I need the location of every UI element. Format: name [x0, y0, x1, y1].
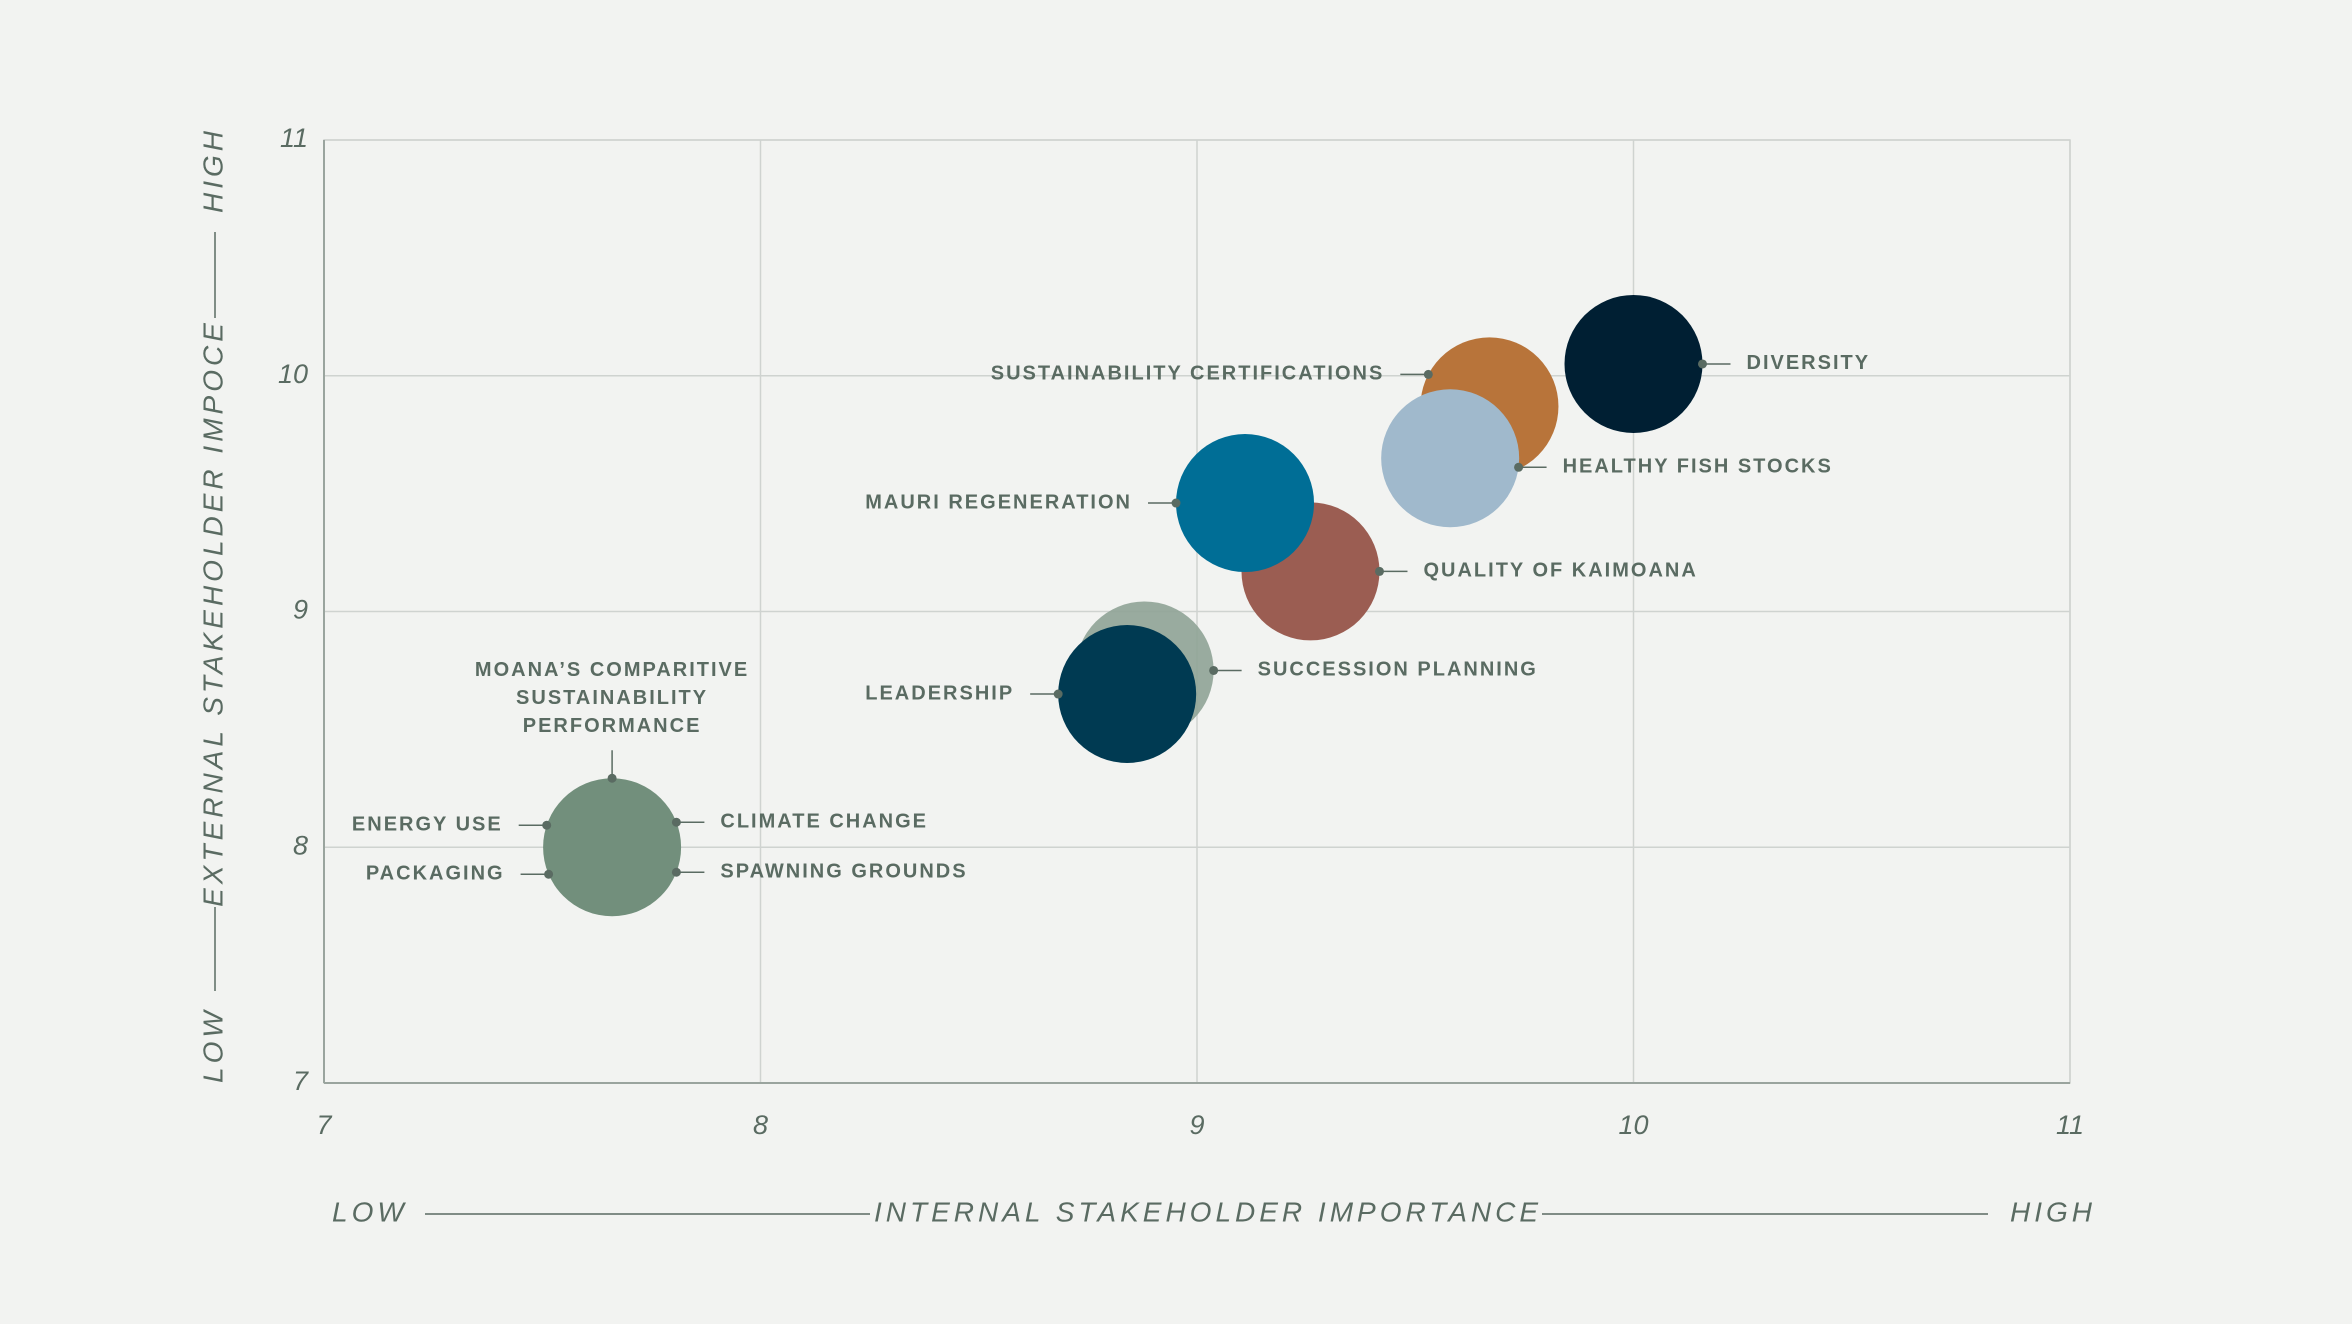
point-label: MOANA’S COMPARITIVE SUSTAINABILITY PERFO… — [474, 659, 750, 738]
label-dot — [607, 773, 617, 783]
bubble — [1381, 389, 1520, 528]
label-dot — [1053, 689, 1063, 699]
y-axis-low: LOW — [197, 1007, 228, 1083]
label-dot — [671, 817, 681, 827]
y-tick-label: 10 — [278, 359, 308, 389]
label-dot — [542, 820, 552, 830]
label-dot — [1209, 665, 1219, 675]
y-tick-label: 8 — [293, 830, 308, 860]
y-axis-high: HIGH — [197, 127, 228, 213]
x-axis-high: HIGH — [2010, 1196, 2096, 1227]
point-label: HEALTHY FISH STOCKS — [1563, 456, 1833, 478]
label-dot — [671, 867, 681, 877]
bubble — [1176, 434, 1315, 573]
point-label: CLIMATE CHANGE — [720, 811, 928, 833]
label-dot — [1374, 566, 1384, 576]
x-tick-label: 8 — [753, 1110, 768, 1140]
label-dot — [1514, 462, 1524, 472]
point-label: QUALITY OF KAIMOANA — [1423, 560, 1697, 582]
point-label: LEADERSHIP — [865, 682, 1014, 704]
x-tick-label: 10 — [1618, 1110, 1648, 1140]
point-label: MOANA’S COMPARITIVE SUSTAINABILITY PERFO… — [462, 654, 762, 740]
bubble — [1058, 625, 1197, 764]
x-axis-low: LOW — [332, 1196, 408, 1227]
x-tick-label: 11 — [2056, 1110, 2084, 1140]
label-box: MOANA’S COMPARITIVE SUSTAINABILITY PERFO… — [462, 654, 762, 740]
y-axis-title: EXTERNAL STAKEHOLDER IMPOCE — [197, 319, 228, 907]
label-dot — [544, 869, 554, 879]
x-tick-label: 9 — [1189, 1110, 1204, 1140]
point-label: SUSTAINABILITY CERTIFICATIONS — [991, 363, 1385, 385]
label-dot — [1698, 359, 1707, 369]
label-dot — [1423, 369, 1433, 379]
y-tick-label: 7 — [293, 1066, 309, 1096]
y-tick-label: 9 — [293, 595, 308, 625]
label-dot — [1171, 498, 1181, 508]
y-axis-title-group: LOW EXTERNAL STAKEHOLDER IMPOCE HIGH — [197, 127, 228, 1083]
point-label: SPAWNING GROUNDS — [720, 861, 967, 883]
bubble — [543, 778, 682, 917]
y-tick-label: 11 — [280, 123, 308, 153]
point-label: PACKAGING — [366, 863, 505, 885]
bubble — [1564, 294, 1703, 433]
point-label: ENERGY USE — [352, 814, 503, 836]
point-label: DIVERSITY — [1747, 352, 1871, 374]
point-label: SUCCESSION PLANNING — [1258, 659, 1538, 681]
x-axis-title: INTERNAL STAKEHOLDER IMPORTANCE — [874, 1196, 1542, 1227]
point-label: MAURI REGENERATION — [865, 491, 1132, 513]
x-tick-label: 7 — [316, 1110, 332, 1140]
